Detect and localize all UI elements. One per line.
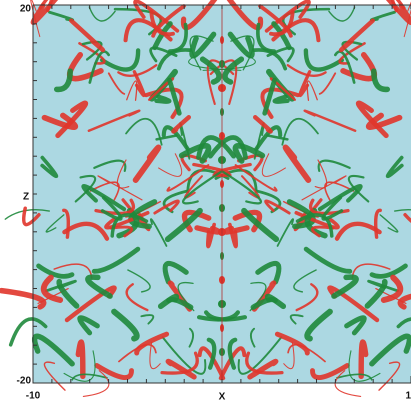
- chart: X Z -20 20 -10 10: [0, 0, 411, 404]
- x-axis-label: X: [219, 392, 226, 403]
- y-tick-label: -20: [17, 376, 32, 387]
- plot-area: [1, 0, 411, 396]
- y-tick-label: 20: [20, 4, 32, 15]
- x-tick-label: -10: [26, 391, 41, 402]
- y-axis-label: Z: [23, 192, 29, 203]
- page: X Z -2020-1010 (() => { const data = JSO…: [0, 0, 411, 404]
- x-tick-label: 10: [405, 391, 411, 402]
